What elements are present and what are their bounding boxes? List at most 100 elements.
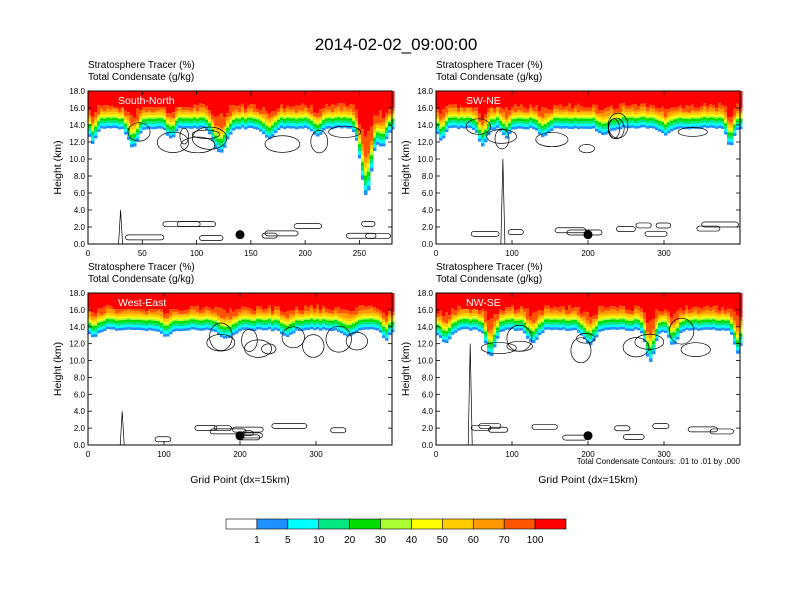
tracer-cell bbox=[331, 103, 335, 113]
tracer-cell bbox=[382, 143, 386, 147]
tracer-cell bbox=[334, 116, 338, 118]
tracer-cell bbox=[667, 293, 671, 312]
tracer-cell bbox=[325, 126, 329, 129]
tracer-cell bbox=[154, 117, 158, 119]
tracer-cell bbox=[199, 310, 203, 314]
tracer-cell bbox=[319, 314, 323, 318]
tracer-cell bbox=[682, 321, 686, 324]
tracer-cell bbox=[340, 125, 344, 129]
tracer-cell bbox=[274, 316, 278, 318]
tracer-cell bbox=[190, 117, 194, 119]
tracer-cell bbox=[577, 126, 581, 130]
tracer-cell bbox=[148, 308, 152, 312]
tracer-cell bbox=[388, 332, 392, 336]
tracer-cell bbox=[538, 116, 542, 118]
tracer-cell bbox=[574, 310, 578, 315]
tracer-cell bbox=[328, 123, 332, 126]
tracer-cell bbox=[115, 125, 119, 129]
tracer-cell bbox=[190, 111, 194, 113]
tracer-cell bbox=[100, 105, 104, 110]
tracer-cell bbox=[694, 121, 698, 124]
tracer-cell bbox=[127, 326, 131, 330]
tracer-cell bbox=[613, 91, 617, 110]
tracer-cell bbox=[319, 318, 323, 321]
tracer-cell bbox=[547, 326, 551, 330]
tracer-cell bbox=[118, 325, 122, 328]
colorbar: 1 5 10 20 30 40 50 60 70 100 bbox=[225, 518, 567, 546]
tracer-cell bbox=[715, 121, 719, 124]
tracer-cell bbox=[112, 120, 116, 123]
x-axis: 0 100 200 300 bbox=[434, 293, 671, 459]
tracer-cell bbox=[388, 310, 392, 315]
tracer-cell bbox=[454, 125, 458, 128]
tracer-cell bbox=[310, 319, 314, 322]
tracer-cell bbox=[157, 319, 161, 322]
tracer-cell bbox=[304, 111, 308, 115]
tracer-cell bbox=[331, 115, 335, 118]
tracer-cell bbox=[448, 125, 452, 129]
tracer-cell bbox=[343, 115, 347, 118]
tracer-cell bbox=[538, 322, 542, 325]
tracer-cell bbox=[508, 114, 512, 117]
tracer-cell bbox=[307, 324, 311, 328]
tracer-cell bbox=[262, 91, 266, 108]
tracer-cell bbox=[301, 126, 305, 129]
tracer-cell bbox=[307, 318, 311, 320]
tracer-cell bbox=[367, 316, 371, 318]
tracer-cell bbox=[109, 313, 113, 316]
tracer-cell bbox=[661, 91, 665, 107]
tracer-cell bbox=[160, 308, 164, 313]
tracer-cell bbox=[595, 326, 599, 330]
tracer-cell bbox=[598, 110, 602, 114]
tracer-cell bbox=[610, 317, 614, 320]
tracer-cell bbox=[250, 104, 254, 109]
tracer-cell bbox=[229, 91, 233, 106]
colorbar-label: 5 bbox=[285, 535, 291, 546]
location-marker bbox=[235, 431, 245, 441]
contour bbox=[486, 129, 517, 144]
tracer-cell bbox=[292, 322, 296, 326]
tracer-cell bbox=[616, 115, 620, 118]
tracer-cell bbox=[112, 317, 116, 320]
tracer-cell bbox=[583, 316, 587, 321]
tracer-cell bbox=[175, 312, 179, 315]
tracer-cell bbox=[643, 103, 647, 107]
tracer-cell bbox=[178, 314, 182, 316]
tracer-cell bbox=[664, 309, 668, 313]
tracer-cell bbox=[94, 322, 98, 324]
tracer-cell bbox=[172, 321, 176, 325]
tracer-cell bbox=[520, 328, 524, 331]
tracer-cell bbox=[184, 318, 188, 321]
tracer-cell bbox=[544, 132, 548, 136]
tracer-cell bbox=[688, 323, 692, 326]
tracer-cell bbox=[127, 130, 131, 134]
tracer-cell bbox=[454, 320, 458, 323]
tracer-cell bbox=[298, 114, 302, 117]
tracer-cell bbox=[340, 319, 344, 321]
tracer-cell bbox=[235, 116, 239, 119]
tracer-cell bbox=[652, 338, 656, 341]
tracer-cell bbox=[355, 322, 359, 325]
tracer-cell bbox=[583, 91, 587, 108]
tracer-cell bbox=[523, 124, 527, 127]
tracer-cell bbox=[166, 116, 170, 119]
tracer-cell bbox=[247, 313, 251, 317]
tracer-cell bbox=[715, 325, 719, 329]
tracer-cell bbox=[493, 113, 497, 117]
tracer-cell bbox=[541, 320, 545, 323]
tracer-cell bbox=[307, 117, 311, 120]
tracer-cell bbox=[184, 293, 188, 311]
tracer-cell bbox=[625, 328, 629, 331]
tracer-cell bbox=[463, 318, 467, 322]
tracer-cell bbox=[628, 112, 632, 115]
tracer-cell bbox=[685, 105, 689, 112]
tracer-cell bbox=[454, 107, 458, 112]
tracer-cell bbox=[259, 327, 263, 330]
tracer-cell bbox=[118, 115, 122, 118]
tracer-cell bbox=[517, 325, 521, 329]
tracer-cell bbox=[121, 116, 125, 119]
tracer-cell bbox=[169, 132, 173, 136]
tracer-cell bbox=[280, 104, 284, 109]
tracer-cell bbox=[595, 104, 599, 114]
tracer-cell bbox=[370, 293, 374, 306]
